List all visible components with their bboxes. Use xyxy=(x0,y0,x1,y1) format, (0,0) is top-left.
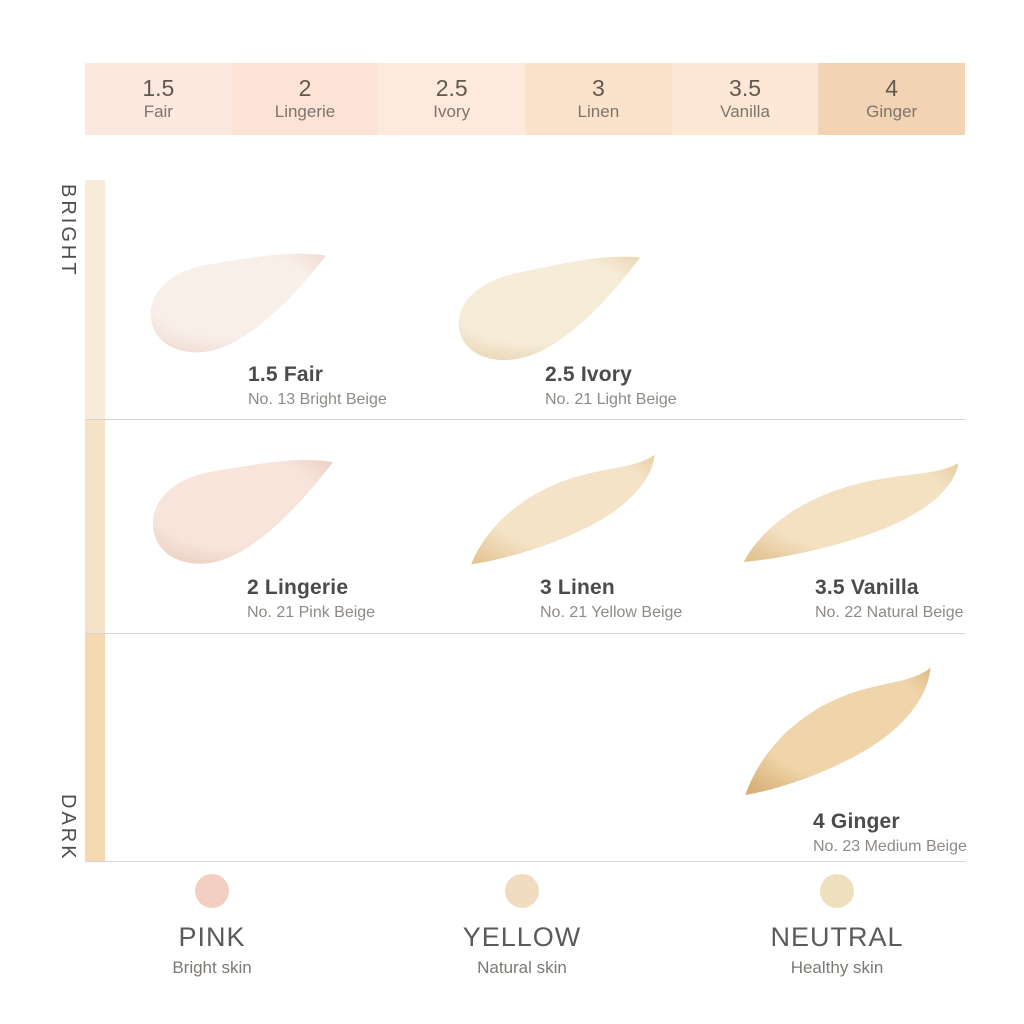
shade-name: Ginger xyxy=(866,101,918,121)
swatch-title: 4 Ginger xyxy=(813,810,900,833)
shade-scale-bar: 1.5 Fair 2 Lingerie 2.5 Ivory 3 Linen 3.… xyxy=(85,63,966,135)
shade-cell-linen: 3 Linen xyxy=(525,63,672,135)
swatch-subtitle: No. 21 Light Beige xyxy=(545,391,677,409)
yellow-undertone-dot xyxy=(505,874,539,908)
legend-sublabel: Bright skin xyxy=(172,958,252,977)
shade-number: 3.5 xyxy=(729,74,762,101)
legend-sublabel: Healthy skin xyxy=(790,958,884,977)
shade-number: 3 xyxy=(591,74,605,101)
pink-undertone-dot xyxy=(195,874,229,908)
swatch-title: 2.5 Ivory xyxy=(545,363,633,386)
shade-cell-vanilla: 3.5 Vanilla xyxy=(671,63,819,135)
shade-name: Ivory xyxy=(433,101,471,121)
brightness-bar-segment xyxy=(85,419,105,633)
swatch-label-linen: 3 Linen No. 21 Yellow Beige xyxy=(540,576,682,623)
swatch-title: 3.5 Vanilla xyxy=(815,576,919,599)
brightness-bar-segment xyxy=(85,180,105,419)
shade-number: 4 xyxy=(885,74,899,101)
legend-item-pink: PINK Bright skin xyxy=(112,874,312,976)
swatch-subtitle: No. 13 Bright Beige xyxy=(248,391,387,409)
shade-name: Vanilla xyxy=(720,101,770,121)
swatch-label-ginger: 4 Ginger No. 23 Medium Beige xyxy=(813,810,967,857)
swatch-title: 2 Lingerie xyxy=(247,576,349,599)
swatch-smear-ivory xyxy=(458,256,641,360)
shade-number: 2 xyxy=(298,74,312,101)
shade-name: Linen xyxy=(577,101,620,121)
axis-label-bright: BRIGHT xyxy=(57,184,79,278)
swatch-subtitle: No. 21 Pink Beige xyxy=(247,604,376,622)
legend-label: PINK xyxy=(178,922,246,952)
swatch-label-ivory: 2.5 Ivory No. 21 Light Beige xyxy=(545,363,677,410)
swatch-smear-fair xyxy=(150,253,327,353)
swatch-smear-lingerie xyxy=(152,460,333,564)
swatch-label-vanilla: 3.5 Vanilla No. 22 Natural Beige xyxy=(815,576,964,623)
legend-label: NEUTRAL xyxy=(770,922,904,952)
row-divider xyxy=(85,419,965,420)
legend-item-yellow: YELLOW Natural skin xyxy=(422,874,622,976)
brightness-bar-segment xyxy=(85,633,105,862)
brightness-gradient-bar xyxy=(85,180,105,862)
axis-label-dark: DARK xyxy=(57,794,79,862)
shade-cell-ivory: 2.5 Ivory xyxy=(378,63,526,135)
shade-cell-lingerie: 2 Lingerie xyxy=(231,63,379,135)
swatch-subtitle: No. 22 Natural Beige xyxy=(815,604,964,622)
legend-sublabel: Natural skin xyxy=(477,958,567,977)
legend-item-neutral: NEUTRAL Healthy skin xyxy=(737,874,937,976)
swatch-smear-linen xyxy=(471,454,655,565)
swatch-label-lingerie: 2 Lingerie No. 21 Pink Beige xyxy=(247,576,375,623)
shade-name: Fair xyxy=(143,101,173,121)
swatch-subtitle: No. 23 Medium Beige xyxy=(813,838,967,856)
swatch-label-fair: 1.5 Fair No. 13 Bright Beige xyxy=(248,363,387,410)
swatch-smear-ginger xyxy=(745,667,931,796)
swatch-title: 3 Linen xyxy=(540,576,615,599)
swatch-smear-vanilla xyxy=(743,463,959,562)
shade-cell-ginger: 4 Ginger xyxy=(818,63,966,135)
shade-number: 2.5 xyxy=(435,74,468,101)
shade-number: 1.5 xyxy=(142,74,175,101)
shade-name: Lingerie xyxy=(274,101,336,121)
swatch-title: 1.5 Fair xyxy=(248,363,324,386)
row-divider xyxy=(85,633,965,634)
swatch-subtitle: No. 21 Yellow Beige xyxy=(540,604,683,622)
neutral-undertone-dot xyxy=(820,874,854,908)
row-divider xyxy=(85,861,965,862)
shade-cell-fair: 1.5 Fair xyxy=(85,63,232,135)
legend-label: YELLOW xyxy=(462,922,582,952)
